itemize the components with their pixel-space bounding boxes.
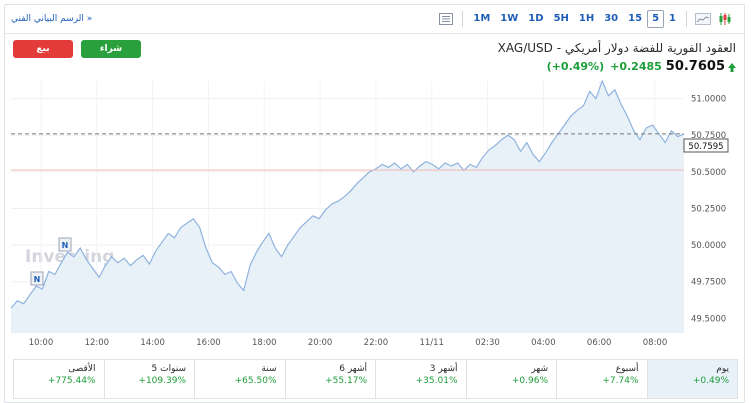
- table-view-icon[interactable]: [435, 10, 457, 28]
- perf-label: شهر: [531, 364, 548, 374]
- technical-chart-link[interactable]: الرسم البياني الفني »: [11, 14, 93, 24]
- timeframe-1[interactable]: 1: [669, 13, 676, 24]
- timeframe-1M[interactable]: 1M: [473, 13, 491, 24]
- perf-3-months[interactable]: 3 أشهر +35.01%: [375, 360, 466, 398]
- perf-value: +55.17%: [325, 376, 367, 386]
- toolbar-divider: [686, 11, 687, 27]
- timeframe-30[interactable]: 30: [604, 13, 619, 24]
- x-tick-label: 16:00: [196, 338, 221, 348]
- x-tick-label: 18:00: [252, 338, 277, 348]
- perf-label: أسبوع: [615, 364, 639, 374]
- perf-5-years[interactable]: 5 سنوات +109.39%: [103, 360, 195, 398]
- perf-label: الأقصى: [68, 364, 96, 374]
- last-price: 50.7605: [665, 59, 725, 74]
- change-value: +0.2485: [610, 60, 662, 73]
- y-tick-label: 50.0000: [691, 241, 726, 251]
- price-chart[interactable]: Investing 51.000050.750050.500050.250050…: [5, 75, 744, 355]
- perf-label: سنة: [261, 364, 277, 374]
- y-axis: 51.0000 50.7500 50.5000 50.2500 50.0000 49.75…: [691, 95, 726, 325]
- timeframe-selector: 1M 1W 1D 5H 1H 30 15 5 1: [435, 10, 736, 28]
- x-tick-label: 22:00: [364, 338, 389, 348]
- up-arrow-icon: [728, 57, 736, 76]
- x-tick-label: 20:00: [308, 338, 333, 348]
- timeframe-5H[interactable]: 5H: [553, 13, 569, 24]
- perf-value: +65.50%: [234, 376, 277, 386]
- perf-6-months[interactable]: 6 أشهر +55.17%: [284, 360, 376, 398]
- current-price-box: [683, 138, 729, 153]
- y-tick-label: 50.2500: [691, 204, 726, 214]
- toolbar-divider: [462, 11, 464, 27]
- current-price-label: 50.7595: [688, 142, 723, 152]
- x-axis: 10:00 12:00 14:00 16:00 18:00 20:00 22:00 11/11…: [29, 338, 668, 348]
- x-tick-label: 02:30: [475, 338, 500, 348]
- perf-day[interactable]: يوم +0.49%: [646, 360, 737, 398]
- y-tick-label: 49.7500: [691, 278, 726, 288]
- x-tick-label: 04:00: [531, 338, 556, 348]
- sell-button[interactable]: بيع: [13, 40, 73, 58]
- y-tick-label: 51.0000: [691, 95, 726, 105]
- price-line: [10, 79, 685, 309]
- area-chart-icon[interactable]: [692, 10, 714, 28]
- perf-value: +775.44%: [47, 376, 96, 386]
- perf-value: +0.49%: [692, 376, 729, 386]
- x-tick-label: 11/11: [419, 338, 444, 348]
- y-tick-label: 50.7500: [691, 131, 726, 141]
- perf-max[interactable]: الأقصى +775.44%: [14, 360, 104, 398]
- x-tick-label: 14:00: [140, 338, 165, 348]
- perf-value: +7.74%: [602, 376, 639, 386]
- timeframe-15[interactable]: 15: [628, 13, 643, 24]
- timeframe-5[interactable]: 5: [647, 10, 665, 28]
- perf-label: 3 أشهر: [429, 364, 458, 374]
- x-tick-label: 12:00: [85, 338, 110, 348]
- perf-month[interactable]: شهر +0.96%: [465, 360, 557, 398]
- x-tick-label: 10:00: [29, 338, 54, 348]
- perf-value: +109.39%: [138, 376, 186, 386]
- buy-button[interactable]: شراء: [81, 40, 141, 58]
- marker-label: N: [34, 275, 41, 284]
- chart-widget: الرسم البياني الفني » 1M 1W 1D 5H 1H 30 …: [4, 4, 745, 403]
- performance-bar: الأقصى +775.44% 5 سنوات +109.39% سنة +65.50…: [13, 359, 738, 399]
- timeframe-1D[interactable]: 1D: [528, 13, 544, 24]
- perf-week[interactable]: أسبوع +7.74%: [556, 360, 647, 398]
- perf-label: 5 سنوات: [151, 364, 186, 374]
- chart-toolbar: الرسم البياني الفني » 1M 1W 1D 5H 1H 30 …: [5, 5, 744, 34]
- y-tick-label: 49.5000: [691, 314, 726, 324]
- instrument-title: XAG/USD - العقود الفورية للفضة دولار أمر…: [497, 41, 736, 55]
- news-marker[interactable]: N: [58, 237, 72, 252]
- price-row: (+0.49%) +0.2485 50.7605: [541, 57, 736, 76]
- perf-1-year[interactable]: سنة +65.50%: [194, 360, 285, 398]
- x-tick-label: 06:00: [587, 338, 612, 348]
- timeframe-1H[interactable]: 1H: [578, 13, 595, 24]
- y-tick-label: 50.5000: [691, 168, 726, 178]
- news-marker[interactable]: N: [30, 271, 44, 286]
- perf-label: 6 أشهر: [339, 364, 367, 374]
- timeframe-1W[interactable]: 1W: [500, 13, 519, 24]
- candlestick-icon[interactable]: [714, 10, 736, 28]
- price-area: [11, 81, 684, 333]
- change-percent: (+0.49%): [546, 60, 605, 73]
- perf-label: يوم: [716, 364, 729, 374]
- perf-value: +35.01%: [415, 376, 458, 386]
- marker-label: N: [62, 241, 69, 250]
- x-tick-label: 08:00: [643, 338, 668, 348]
- perf-value: +0.96%: [511, 376, 548, 386]
